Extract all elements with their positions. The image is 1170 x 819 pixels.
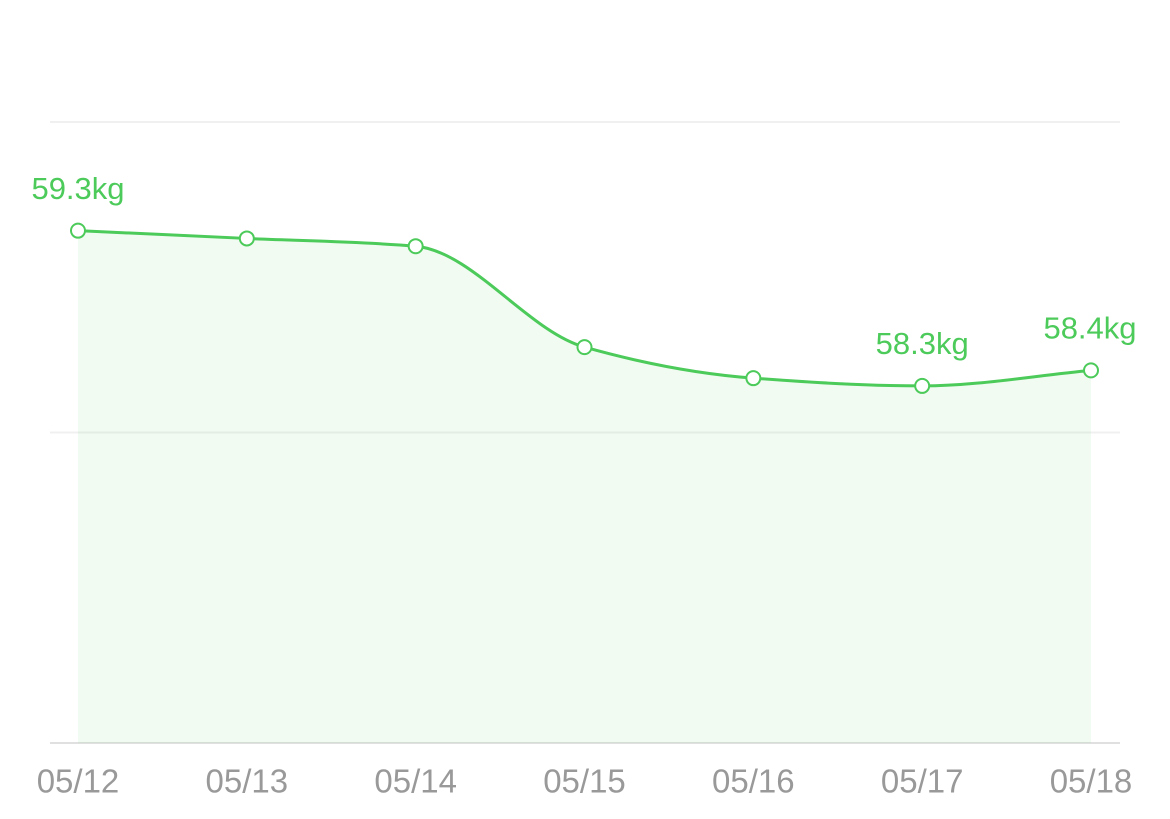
point — [70, 222, 86, 239]
value-label: 59.3kg — [31, 171, 124, 206]
point — [576, 339, 593, 356]
x-tick-label: 05/13 — [206, 763, 289, 800]
point — [238, 230, 255, 247]
x-tick-label: 05/16 — [712, 763, 795, 800]
area — [78, 230, 1091, 744]
point — [745, 370, 762, 387]
x-tick-label: 05/18 — [1050, 763, 1133, 800]
x-tick-label: 05/14 — [374, 763, 457, 800]
x-tick-label: 05/12 — [37, 763, 120, 800]
x-tick-label: 05/17 — [881, 763, 964, 800]
value-label: 58.4kg — [1043, 311, 1136, 346]
point — [914, 377, 931, 394]
value-label: 58.3kg — [876, 326, 969, 361]
point — [407, 238, 424, 255]
x-tick-label: 05/15 — [543, 763, 626, 800]
point — [1083, 362, 1099, 379]
